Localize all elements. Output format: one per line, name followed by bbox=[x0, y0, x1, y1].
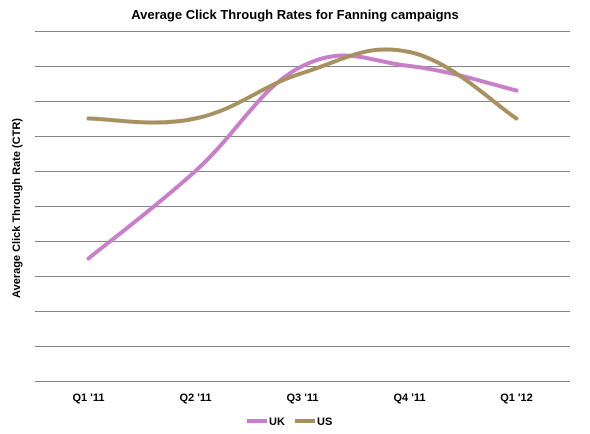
x-tick-label: Q1 '11 bbox=[73, 392, 105, 404]
series-line-us bbox=[86, 47, 519, 125]
x-axis-ticks: Q1 '11 Q2 '11 Q3 '11 Q4 '11 Q1 '12 bbox=[73, 392, 533, 404]
x-tick-label: Q2 '11 bbox=[180, 392, 212, 404]
chart-title: Average Click Through Rates for Fanning … bbox=[131, 7, 458, 22]
x-tick-label: Q4 '11 bbox=[394, 392, 426, 404]
series-lines bbox=[86, 47, 519, 261]
gridlines bbox=[35, 31, 570, 382]
legend-label: UK bbox=[269, 416, 285, 428]
legend: UK US bbox=[247, 416, 332, 428]
x-tick-label: Q3 '11 bbox=[287, 392, 319, 404]
series-line-uk bbox=[86, 53, 519, 261]
y-axis-label: Average Click Through Rate (CTR) bbox=[11, 118, 23, 298]
legend-label: US bbox=[317, 416, 332, 428]
x-tick-label: Q1 '12 bbox=[500, 392, 533, 404]
